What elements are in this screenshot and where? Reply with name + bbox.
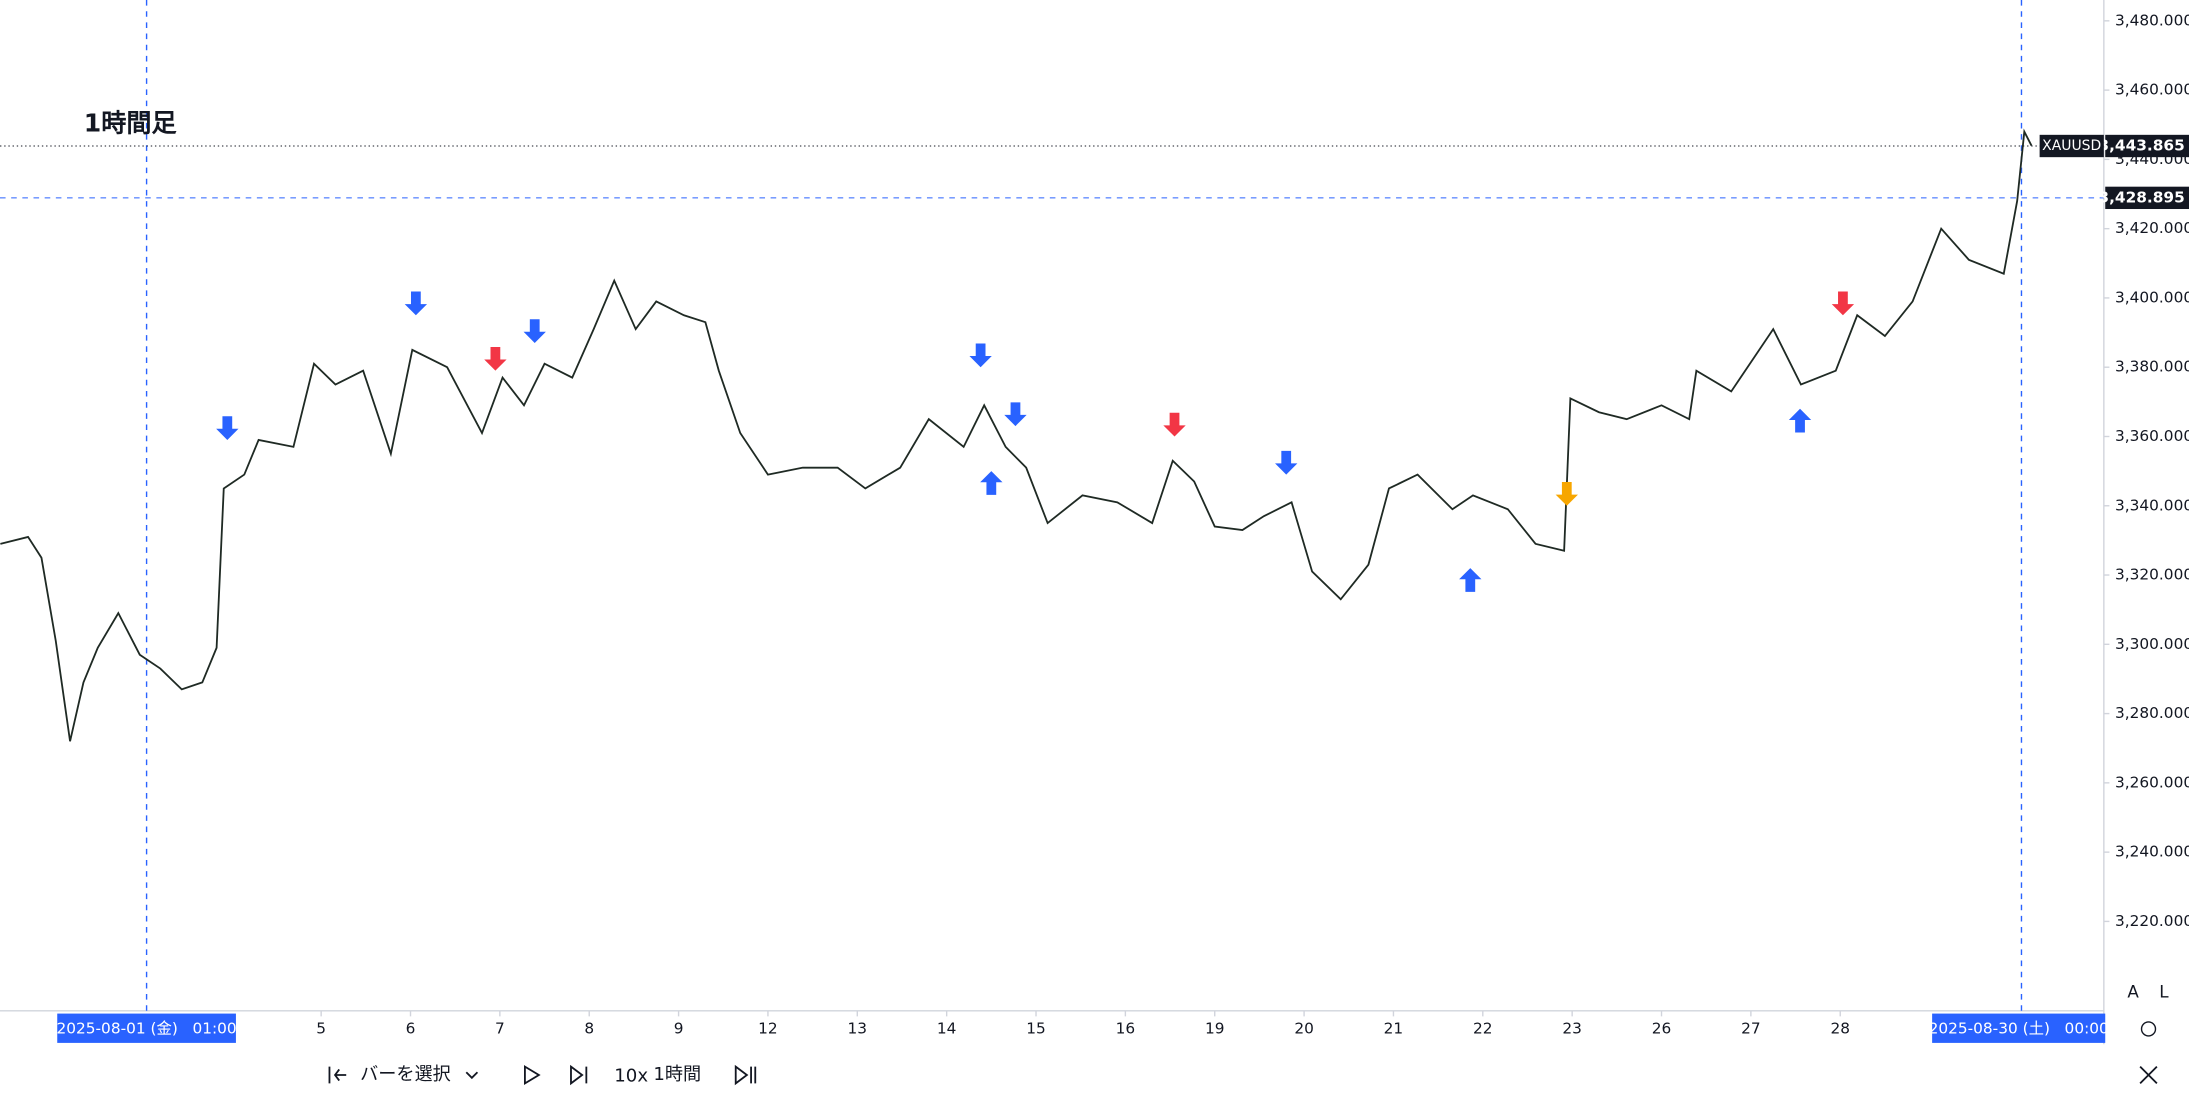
speed-button[interactable]: 10x (614, 1065, 648, 1086)
signal-arrow (969, 343, 992, 368)
signal-arrow (1275, 450, 1298, 475)
y-tick-label: 3,460.000 (2115, 81, 2189, 99)
x-tick-label: 28 (1830, 1019, 1850, 1037)
y-tick-label: 3,280.000 (2115, 704, 2189, 722)
x-tick-label: 26 (1652, 1019, 1672, 1037)
x-tick-label: 8 (584, 1019, 594, 1037)
jump-realtime-button[interactable] (734, 1064, 757, 1086)
y-tick-label: 3,400.000 (2115, 288, 2189, 306)
x-tick-label: 14 (937, 1019, 957, 1037)
y-tick-label: 3,340.000 (2115, 496, 2189, 514)
replay-toolbar (328, 1064, 2158, 1086)
x-tick-label: 7 (495, 1019, 505, 1037)
settings-icon[interactable] (2140, 1021, 2157, 1037)
select-bar-label[interactable]: バーを選択 (360, 1064, 451, 1085)
step-forward-button[interactable] (570, 1064, 588, 1086)
y-tick-label: 3,360.000 (2115, 427, 2189, 445)
signal-arrow (404, 291, 428, 316)
y-tick-label: 3,260.000 (2115, 773, 2189, 791)
x-tick-label: 12 (758, 1019, 778, 1037)
signal-arrow (1555, 482, 1578, 506)
y-tick-label: 3,320.000 (2115, 566, 2189, 584)
x-tick-label: 20 (1294, 1019, 1314, 1037)
price-label-box (2105, 134, 2189, 158)
price-label-box (2105, 186, 2189, 210)
y-tick-label: 3,420.000 (2115, 219, 2189, 237)
crosshair-date-box (1932, 1013, 2106, 1043)
signal-arrow (1459, 568, 1482, 592)
price-label: 3,428.895 (2098, 188, 2184, 206)
y-tick-label: 3,300.000 (2115, 635, 2189, 653)
x-tick-label: 16 (1116, 1019, 1136, 1037)
signal-arrow (523, 319, 546, 343)
y-tick-label: 3,480.000 (2115, 11, 2189, 29)
signal-arrow (1831, 291, 1855, 316)
price-label: 3,443.865 (2098, 136, 2184, 154)
plot: 3,220.000 3,240.000 3,260.000 3,280.000 3,30… (0, 11, 2189, 1037)
play-button[interactable] (524, 1065, 541, 1085)
signal-arrow (1004, 402, 1027, 427)
close-button[interactable] (2139, 1065, 2158, 1085)
signal-arrow (980, 471, 1003, 495)
select-bar-icon[interactable] (328, 1066, 347, 1084)
chart-title: 1時間足 (84, 108, 178, 137)
x-tick-label: 23 (1562, 1019, 1582, 1037)
crosshair-date: 2025-08-01 (金) 01:00 (56, 1019, 236, 1037)
x-tick-label: 21 (1384, 1019, 1404, 1037)
y-tick-label: 3,240.000 (2115, 843, 2189, 861)
x-tick-label: 15 (1026, 1019, 1046, 1037)
x-tick-label: 9 (674, 1019, 684, 1037)
signal-arrow (216, 416, 239, 440)
x-tick-label: 6 (406, 1019, 416, 1037)
dropdown-icon[interactable] (465, 1071, 479, 1080)
symbol-label-box (2039, 134, 2104, 158)
y-tick-label: 3,380.000 (2115, 358, 2189, 376)
signal-arrow (1163, 412, 1186, 437)
y-tick-label: 3,220.000 (2115, 912, 2189, 930)
log-scale-button[interactable]: L (2159, 982, 2169, 1002)
crosshair-date-box (57, 1013, 236, 1043)
x-tick-label: 13 (848, 1019, 868, 1037)
x-tick-label: 19 (1205, 1019, 1225, 1037)
crosshair-date: 2025-08-30 (土) 00:00 (1929, 1019, 2109, 1037)
price-line-series (0, 128, 2033, 742)
signal-arrow (1788, 408, 1812, 433)
x-tick-label: 5 (316, 1019, 326, 1037)
x-tick-label: 22 (1473, 1019, 1493, 1037)
interval-button[interactable]: 1時間 (653, 1064, 701, 1085)
symbol-label: XAUUSD (2042, 138, 2101, 154)
x-tick-label: 27 (1741, 1019, 1761, 1037)
auto-scale-button[interactable]: A (2127, 982, 2139, 1002)
signal-arrow (484, 346, 507, 371)
